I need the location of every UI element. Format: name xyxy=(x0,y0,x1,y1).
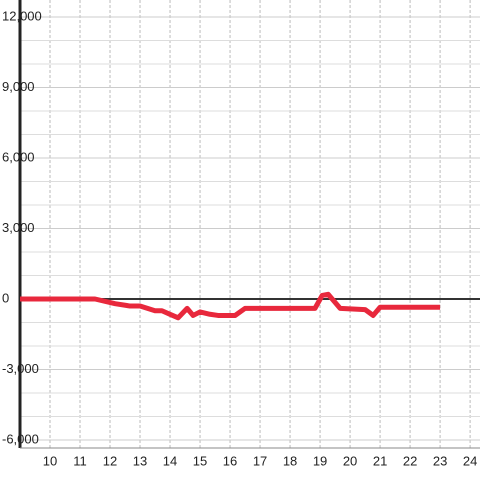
y-tick-label: 6,000 xyxy=(2,149,35,164)
x-tick-label: 14 xyxy=(163,453,177,468)
x-tick-label: 21 xyxy=(373,453,387,468)
x-tick-label: 16 xyxy=(223,453,237,468)
x-tick-label: 18 xyxy=(283,453,297,468)
x-tick-label: 23 xyxy=(433,453,447,468)
y-tick-label: 12,000 xyxy=(2,8,42,23)
x-tick-label: 22 xyxy=(403,453,417,468)
x-tick-label: 17 xyxy=(253,453,267,468)
data-line xyxy=(20,291,441,321)
x-tick-label: 10 xyxy=(43,453,57,468)
y-tick-label: 9,000 xyxy=(2,79,35,94)
x-tick-label: 20 xyxy=(343,453,357,468)
x-tick-label: 13 xyxy=(133,453,147,468)
x-tick-label: 15 xyxy=(193,453,207,468)
y-tick-label: 0 xyxy=(2,290,9,305)
x-tick-label: 11 xyxy=(73,453,87,468)
x-tick-label: 24 xyxy=(463,453,477,468)
y-tick-label: 3,000 xyxy=(2,220,35,235)
x-tick-label: 19 xyxy=(313,453,327,468)
x-tick-label: 12 xyxy=(103,453,117,468)
